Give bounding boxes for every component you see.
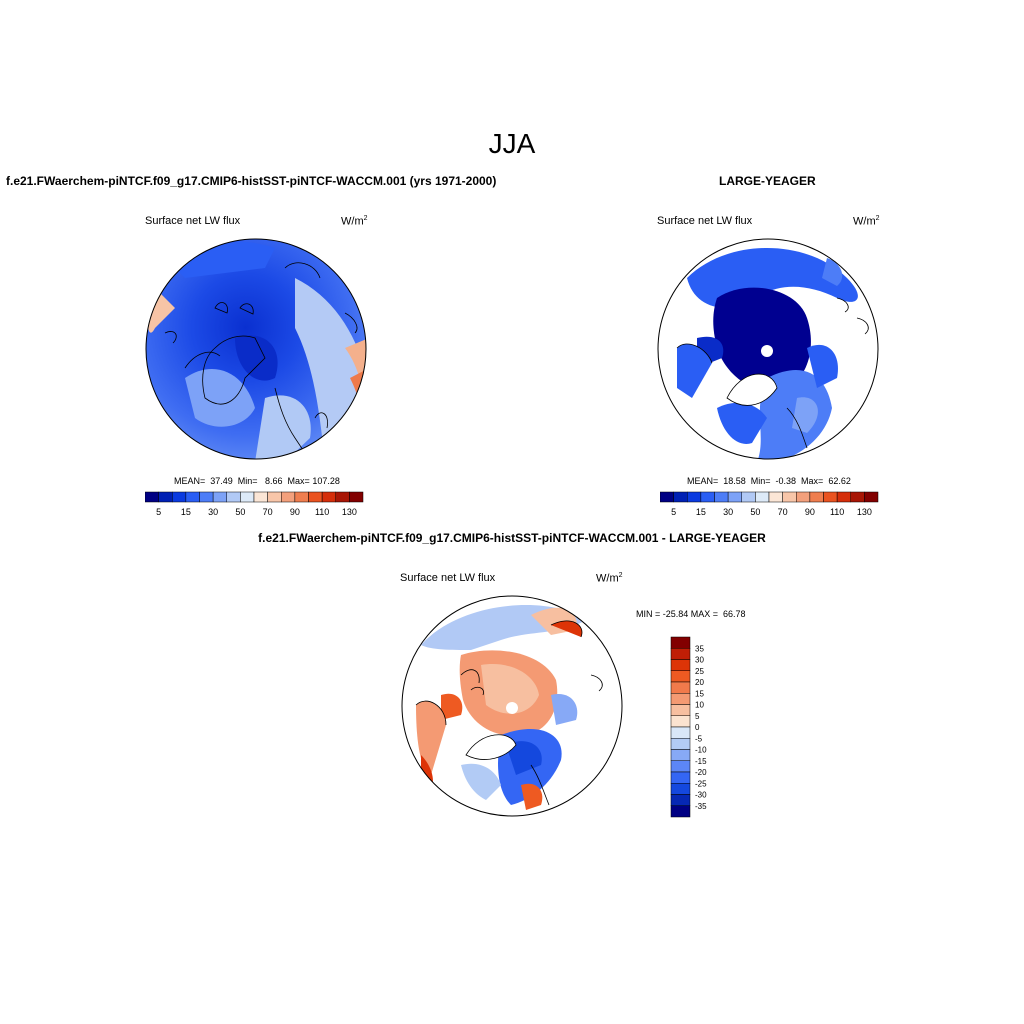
- colorbar-swatch: [670, 760, 691, 773]
- panel2-polar-map: [657, 238, 879, 460]
- colorbar-label: 15: [695, 689, 704, 698]
- colorbar-label: 50: [235, 507, 245, 517]
- colorbar-swatch: [741, 491, 756, 503]
- panel3-polar-map: [401, 595, 623, 817]
- colorbar-swatch: [700, 491, 715, 503]
- panel1-colorbar: 5 15 30 50 70 90 110 130: [145, 491, 364, 517]
- colorbar-label: 35: [695, 644, 704, 653]
- colorbar-swatch: [755, 491, 770, 503]
- colorbar-label: 50: [750, 507, 760, 517]
- panel1-polar-map: [145, 238, 367, 460]
- colorbar-swatch: [670, 693, 691, 705]
- colorbar-swatch: [185, 491, 200, 503]
- colorbar-swatch: [281, 491, 296, 503]
- colorbar-swatch: [809, 491, 824, 503]
- colorbar-swatch: [687, 491, 702, 503]
- colorbar-swatch: [670, 783, 691, 795]
- panel2-case-title: LARGE-YEAGER: [719, 174, 816, 188]
- colorbar-swatch: [670, 704, 691, 716]
- figure-title: JJA: [488, 128, 536, 159]
- colorbar-label: 20: [695, 678, 704, 687]
- colorbar-label: 5: [671, 507, 676, 517]
- colorbar-swatch: [226, 491, 241, 503]
- colorbar-label: 130: [342, 507, 357, 517]
- colorbar-swatch: [158, 491, 173, 503]
- colorbar-label: -20: [695, 768, 707, 777]
- panel2-variable-label: Surface net LW flux: [657, 215, 753, 227]
- colorbar-label: 15: [181, 507, 191, 517]
- colorbar-swatch: [850, 491, 865, 503]
- panel1-unit-label: W/m2: [341, 215, 368, 228]
- panel2-colorbar: 5 15 30 50 70 90 110 130: [660, 491, 879, 517]
- colorbar-swatch: [267, 491, 282, 503]
- colorbar-label: 30: [723, 507, 733, 517]
- panel1-stats: MEAN= 37.49 Min= 8.66 Max= 107.28: [174, 476, 340, 486]
- colorbar-swatch: [670, 805, 691, 818]
- panel2-unit-label: W/m2: [853, 215, 880, 228]
- panel1-variable-label: Surface net LW flux: [145, 215, 241, 227]
- colorbar-label: 110: [315, 507, 329, 517]
- colorbar-swatch: [335, 491, 350, 503]
- panel3-unit-label: W/m2: [596, 572, 623, 585]
- colorbar-label: 110: [830, 507, 844, 517]
- colorbar-swatch: [670, 715, 691, 728]
- colorbar-swatch: [673, 491, 688, 503]
- colorbar-swatch: [670, 794, 691, 806]
- colorbar-swatch: [172, 491, 187, 503]
- panel3-case-title: f.e21.FWaerchem-piNTCF.f09_g17.CMIP6-his…: [258, 531, 766, 545]
- colorbar-label: -25: [695, 779, 707, 788]
- panel3-colorbar: 35 30 25 20 15 10 5 0 -5 -10 -15 -20 -25 -30 -35: [670, 636, 707, 818]
- colorbar-label: 70: [263, 507, 273, 517]
- colorbar-swatch: [670, 636, 691, 649]
- colorbar-swatch: [199, 491, 214, 503]
- colorbar-swatch: [240, 491, 255, 503]
- colorbar-label: 90: [805, 507, 815, 517]
- colorbar-swatch: [670, 738, 691, 750]
- colorbar-swatch: [212, 491, 227, 503]
- colorbar-swatch: [321, 491, 336, 503]
- colorbar-label: -35: [695, 802, 707, 811]
- colorbar-label: -10: [695, 746, 707, 755]
- colorbar-swatch: [864, 491, 879, 503]
- colorbar-swatch: [782, 491, 797, 503]
- colorbar-label: -15: [695, 757, 707, 766]
- panel1-case-title: f.e21.FWaerchem-piNTCF.f09_g17.CMIP6-his…: [6, 174, 497, 188]
- colorbar-swatch: [145, 491, 159, 503]
- colorbar-label: 30: [695, 656, 704, 665]
- colorbar-swatch: [670, 681, 691, 694]
- colorbar-label: 30: [208, 507, 218, 517]
- colorbar-swatch: [253, 491, 268, 503]
- colorbar-swatch: [670, 670, 691, 683]
- panel3-stats: MIN = -25.84 MAX = 66.78: [636, 609, 746, 619]
- colorbar-swatch: [670, 659, 691, 671]
- colorbar-label: 15: [696, 507, 706, 517]
- colorbar-swatch: [727, 491, 742, 503]
- colorbar-swatch: [836, 491, 851, 503]
- colorbar-swatch: [823, 491, 838, 503]
- colorbar-swatch: [670, 771, 691, 784]
- colorbar-swatch: [796, 491, 811, 503]
- colorbar-swatch: [670, 749, 691, 761]
- colorbar-label: 25: [695, 667, 704, 676]
- colorbar-swatch: [660, 491, 674, 503]
- colorbar-label: -5: [695, 734, 703, 743]
- colorbar-swatch: [670, 726, 691, 739]
- colorbar-label: -30: [695, 791, 707, 800]
- colorbar-swatch: [714, 491, 729, 503]
- colorbar-label: 5: [156, 507, 161, 517]
- panel3-variable-label: Surface net LW flux: [400, 572, 496, 584]
- colorbar-swatch: [349, 491, 364, 503]
- colorbar-label: 70: [778, 507, 788, 517]
- colorbar-label: 10: [695, 701, 704, 710]
- colorbar-swatch: [768, 491, 783, 503]
- panel2-stats: MEAN= 18.58 Min= -0.38 Max= 62.62: [687, 476, 851, 486]
- colorbar-label: 5: [695, 712, 700, 721]
- colorbar-swatch: [308, 491, 323, 503]
- colorbar-label: 0: [695, 723, 700, 732]
- colorbar-swatch: [670, 648, 691, 660]
- colorbar-label: 130: [857, 507, 872, 517]
- colorbar-swatch: [294, 491, 309, 503]
- colorbar-label: 90: [290, 507, 300, 517]
